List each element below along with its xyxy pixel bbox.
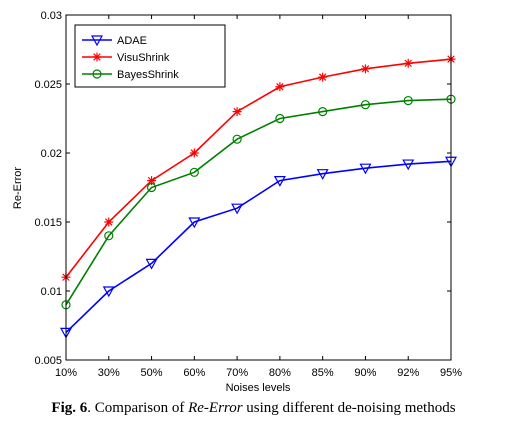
plot-frame xyxy=(65,14,452,361)
y-tick-label: 0.015 xyxy=(34,217,62,229)
data-point-adae-marker-8 xyxy=(402,159,415,171)
line-chart: 10% 30% 50% 60% 70% 80% 85% 90% 92% 95% 0.005 0.01 0… xyxy=(12,10,462,394)
y-tick-label: 0.005 xyxy=(34,355,62,367)
x-tick-label: 70% xyxy=(226,367,248,379)
y-tick-label: 0.01 xyxy=(41,286,62,298)
x-tick-label: 80% xyxy=(269,367,291,379)
caption-emphasis: Re-Error xyxy=(188,400,243,416)
series-adae xyxy=(59,156,458,339)
data-point-adae-marker-3 xyxy=(188,217,201,229)
data-point-visushrink-marker-2 xyxy=(147,176,157,186)
data-point-adae-marker-2 xyxy=(145,258,158,270)
data-point-bayesshrink-marker-2 xyxy=(146,182,157,193)
x-tick-label: 92% xyxy=(397,367,419,379)
x-tick-label: 90% xyxy=(354,367,376,379)
x-tick-label: 30% xyxy=(98,367,120,379)
data-point-bayesshrink-marker-5 xyxy=(275,113,285,124)
data-point-adae-marker-6 xyxy=(316,169,329,180)
legend-adae-marker xyxy=(90,35,104,47)
data-point-adae-marker-7 xyxy=(359,163,372,175)
data-point-visushrink-marker-4 xyxy=(232,107,242,117)
data-point-bayesshrink-marker-6 xyxy=(318,106,328,117)
data-point-bayesshrink-marker-4 xyxy=(232,134,242,144)
legend-label-bayesshrink: BayesShrink xyxy=(117,69,179,81)
x-tick-label: 60% xyxy=(183,367,205,379)
data-point-visushrink-marker-3 xyxy=(189,148,199,158)
data-point-bayesshrink-marker-7 xyxy=(360,100,371,110)
legend-visushrink-marker xyxy=(92,52,102,62)
figure-caption: Fig. 6. Comparison of Re-Error using dif… xyxy=(0,400,507,417)
y-tick-label: 0.02 xyxy=(41,148,62,160)
y-tick-label: 0.03 xyxy=(41,10,62,22)
y-tick-label: 0.025 xyxy=(34,79,62,91)
x-tick-label: 95% xyxy=(440,367,462,379)
x-tick-label: 85% xyxy=(312,367,334,379)
data-point-bayesshrink-marker-1 xyxy=(104,231,114,241)
caption-text-1: . Comparison of xyxy=(87,400,189,416)
data-point-adae-marker-1 xyxy=(102,286,115,298)
legend-label-adae: ADAE xyxy=(117,35,147,47)
data-point-adae-marker-5 xyxy=(273,176,286,187)
data-point-bayesshrink-marker-8 xyxy=(403,95,413,106)
series-line-adae xyxy=(65,160,452,333)
data-point-visushrink-marker-7 xyxy=(360,64,370,74)
legend-bayesshrink-marker xyxy=(92,69,102,79)
data-point-visushrink-marker-1 xyxy=(104,217,114,227)
y-axis-title: Re-Error xyxy=(12,167,24,210)
caption-figure-label: Fig. 6 xyxy=(51,400,88,416)
x-tick-label: 50% xyxy=(141,367,163,379)
series-line-visushrink xyxy=(65,58,452,278)
data-point-visushrink-marker-8 xyxy=(403,58,413,68)
legend: ADAE VisuShrink BayesShrink xyxy=(74,24,226,88)
series-line-bayesshrink xyxy=(65,98,452,306)
x-axis-title: Noises levels xyxy=(226,382,291,394)
data-point-bayesshrink-marker-3 xyxy=(189,167,199,177)
legend-label-visushrink: VisuShrink xyxy=(117,52,170,64)
data-point-visushrink-marker-6 xyxy=(318,72,328,82)
caption-text-2: using different de-noising methods xyxy=(242,400,456,416)
axis-ticks: 10% 30% 50% 60% 70% 80% 85% 90% 92% 95% 0.005 0.01 0… xyxy=(34,10,462,379)
data-point-adae-marker-4 xyxy=(231,203,244,215)
x-tick-label: 10% xyxy=(55,367,77,379)
data-point-visushrink-marker-5 xyxy=(275,82,285,92)
